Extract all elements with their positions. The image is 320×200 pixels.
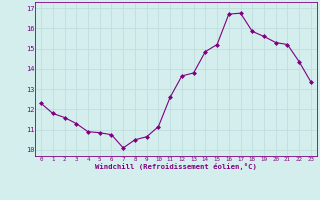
X-axis label: Windchill (Refroidissement éolien,°C): Windchill (Refroidissement éolien,°C) — [95, 163, 257, 170]
